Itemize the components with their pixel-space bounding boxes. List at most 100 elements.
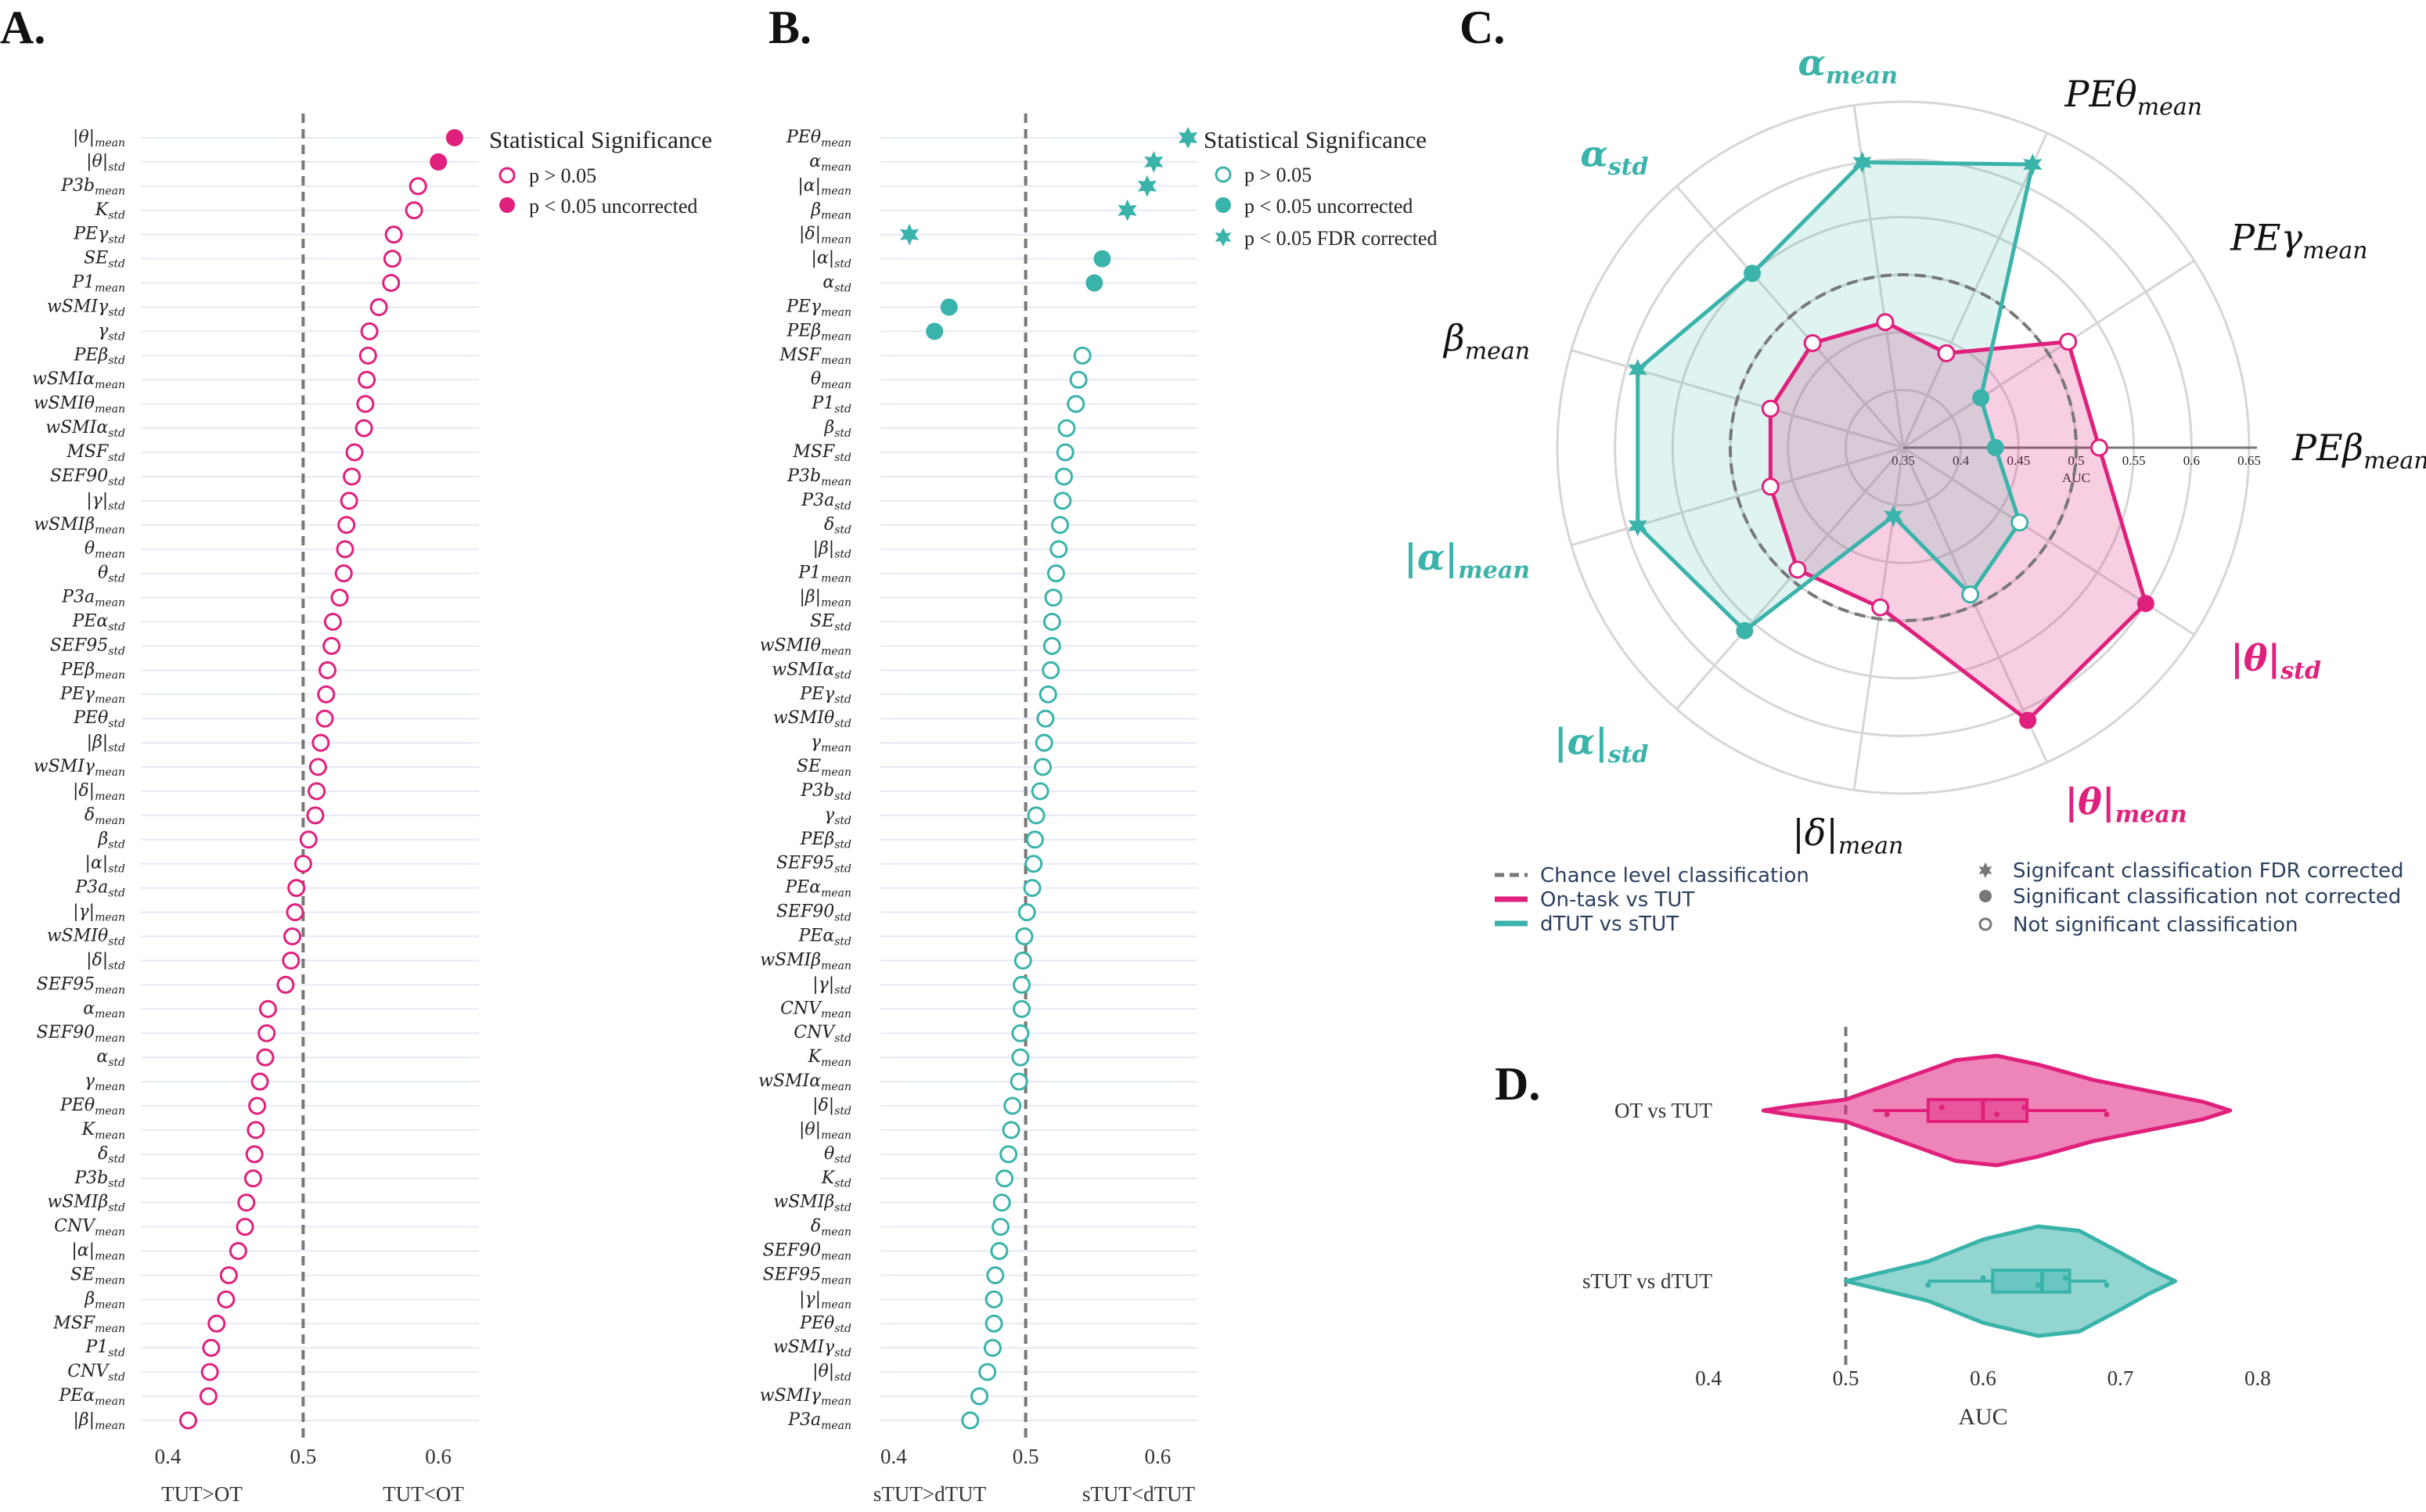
group-label: OT vs TUT — [1614, 1099, 1713, 1122]
feature-label-base: SEF90 — [763, 1241, 821, 1261]
feature-label-subscript: std — [108, 1178, 125, 1190]
feature-label-base: SE — [70, 1265, 95, 1284]
feature-label: Kstd — [821, 1168, 851, 1190]
feature-label-base: PEα — [798, 927, 835, 946]
feature-label: MSFstd — [66, 442, 125, 464]
feature-label: Kstd — [95, 200, 125, 222]
feature-label-base: PEθ — [73, 708, 108, 728]
radar-axis-label-base: |θ| — [2230, 637, 2280, 679]
feature-label-base: |θ| — [799, 1120, 821, 1139]
feature-label-subscript: mean — [821, 742, 851, 754]
radar-point-open — [1761, 399, 1780, 418]
legend-label-unc: Significant classification not corrected — [2013, 885, 2401, 909]
feature-label-subscript: std — [834, 815, 851, 827]
legend-label-fdr: Signifcant classification FDR corrected — [2013, 859, 2404, 883]
feature-label-base: P1 — [85, 1337, 108, 1357]
feature-label: SEmean — [797, 757, 851, 779]
data-point-open — [243, 1169, 262, 1188]
feature-label: SEF90mean — [763, 1241, 851, 1263]
feature-label-base: |γ| — [86, 491, 108, 510]
feature-label: |β|std — [813, 539, 851, 561]
feature-label-base: P3b — [60, 176, 95, 196]
data-point-open — [293, 855, 312, 873]
feature-label-subscript: std — [834, 1371, 851, 1384]
feature-label-base: γ — [85, 1071, 95, 1091]
feature-label-base: δ — [85, 805, 95, 825]
data-point-open — [984, 1290, 1003, 1309]
feature-label-subscript: mean — [821, 330, 851, 343]
feature-label: αmean — [809, 152, 851, 174]
feature-label-subscript: mean — [95, 1008, 125, 1021]
violin-point — [1884, 1111, 1890, 1118]
radar-point-star — [1852, 151, 1872, 174]
radar-point-filled — [1744, 265, 1762, 283]
data-point-open — [360, 322, 379, 340]
data-point-open — [358, 346, 377, 365]
panel-c-legend: Chance level classification On-task vs T… — [1495, 859, 2404, 937]
radar-axis-label-base: PEθ — [2064, 73, 2136, 115]
data-point-open — [322, 636, 341, 655]
feature-label-subscript: mean — [821, 476, 851, 488]
feature-label: wSMIαmean — [758, 1071, 851, 1093]
feature-label-base: |β| — [800, 588, 822, 607]
radar-axis-label-base: β — [1442, 317, 1465, 359]
radar-axis-label-subscript: mean — [2302, 237, 2367, 265]
data-point-open — [1051, 516, 1069, 535]
feature-label-subscript: std — [108, 258, 125, 271]
data-point-open — [282, 951, 301, 970]
feature-label-base: δ — [811, 1217, 821, 1237]
direction-label: sTUT>dTUT — [873, 1482, 987, 1506]
feature-label: |β|std — [87, 733, 125, 754]
feature-label-subscript: mean — [95, 1395, 125, 1408]
data-point-open — [369, 297, 388, 316]
data-point-open — [1013, 999, 1031, 1018]
feature-label: |β|mean — [74, 1410, 125, 1432]
data-point-open — [990, 1242, 1009, 1261]
data-point-open — [207, 1314, 226, 1333]
feature-label: |γ|mean — [73, 902, 125, 924]
feature-label-subscript: std — [108, 234, 125, 247]
data-point-open — [1024, 855, 1043, 873]
radar-axis-label: PEβmean — [2291, 427, 2426, 475]
data-point-open — [334, 564, 353, 583]
feature-label-base: wSMIα — [758, 1071, 821, 1091]
data-point-open — [306, 806, 325, 825]
feature-label-base: |α| — [812, 249, 835, 268]
feature-label-subscript: std — [834, 1178, 851, 1190]
panel-letter-a: A. — [0, 2, 45, 53]
feature-label-base: δ — [824, 515, 834, 535]
feature-label-base: PEγ — [73, 225, 109, 244]
feature-label: |β|mean — [800, 588, 851, 610]
feature-label-base: SE — [797, 757, 821, 776]
data-point-open — [1010, 1072, 1028, 1091]
feature-label-base: wSMIθ — [47, 927, 108, 946]
data-point-open — [995, 1169, 1014, 1188]
feature-label-subscript: mean — [95, 1129, 125, 1142]
feature-label-base: K — [821, 1168, 836, 1188]
feature-label: αstd — [822, 273, 851, 295]
feature-label-subscript: mean — [821, 1250, 851, 1262]
feature-label-base: PEβ — [786, 321, 821, 340]
legend-label-ns: Not significant classification — [2013, 913, 2298, 937]
data-point-open — [286, 903, 304, 922]
feature-label: |θ|std — [86, 152, 125, 174]
data-point-open — [276, 975, 295, 994]
feature-label-subscript: std — [834, 621, 851, 633]
radar-axis-label-subscript: mean — [1826, 63, 1898, 90]
radar-axis-label: PEγmean — [2230, 216, 2367, 265]
radial-axis-title: AUC — [2062, 470, 2090, 485]
legend-marker-open — [499, 167, 516, 184]
feature-label: θstd — [98, 563, 125, 585]
feature-label-base: wSMIθ — [773, 708, 834, 728]
legend-marker-open — [1978, 917, 1992, 931]
data-point-open — [217, 1290, 236, 1309]
feature-label-base: wSMIγ — [47, 297, 109, 316]
feature-label-subscript: mean — [821, 959, 851, 972]
feature-label-base: θ — [85, 539, 95, 559]
feature-label: γstd — [98, 321, 125, 343]
data-point-open — [1013, 975, 1031, 994]
violin-shape — [1761, 1053, 2233, 1168]
data-point-open — [1056, 443, 1074, 462]
feature-label-base: P1 — [797, 563, 821, 583]
feature-label: |δ|std — [812, 1096, 851, 1118]
